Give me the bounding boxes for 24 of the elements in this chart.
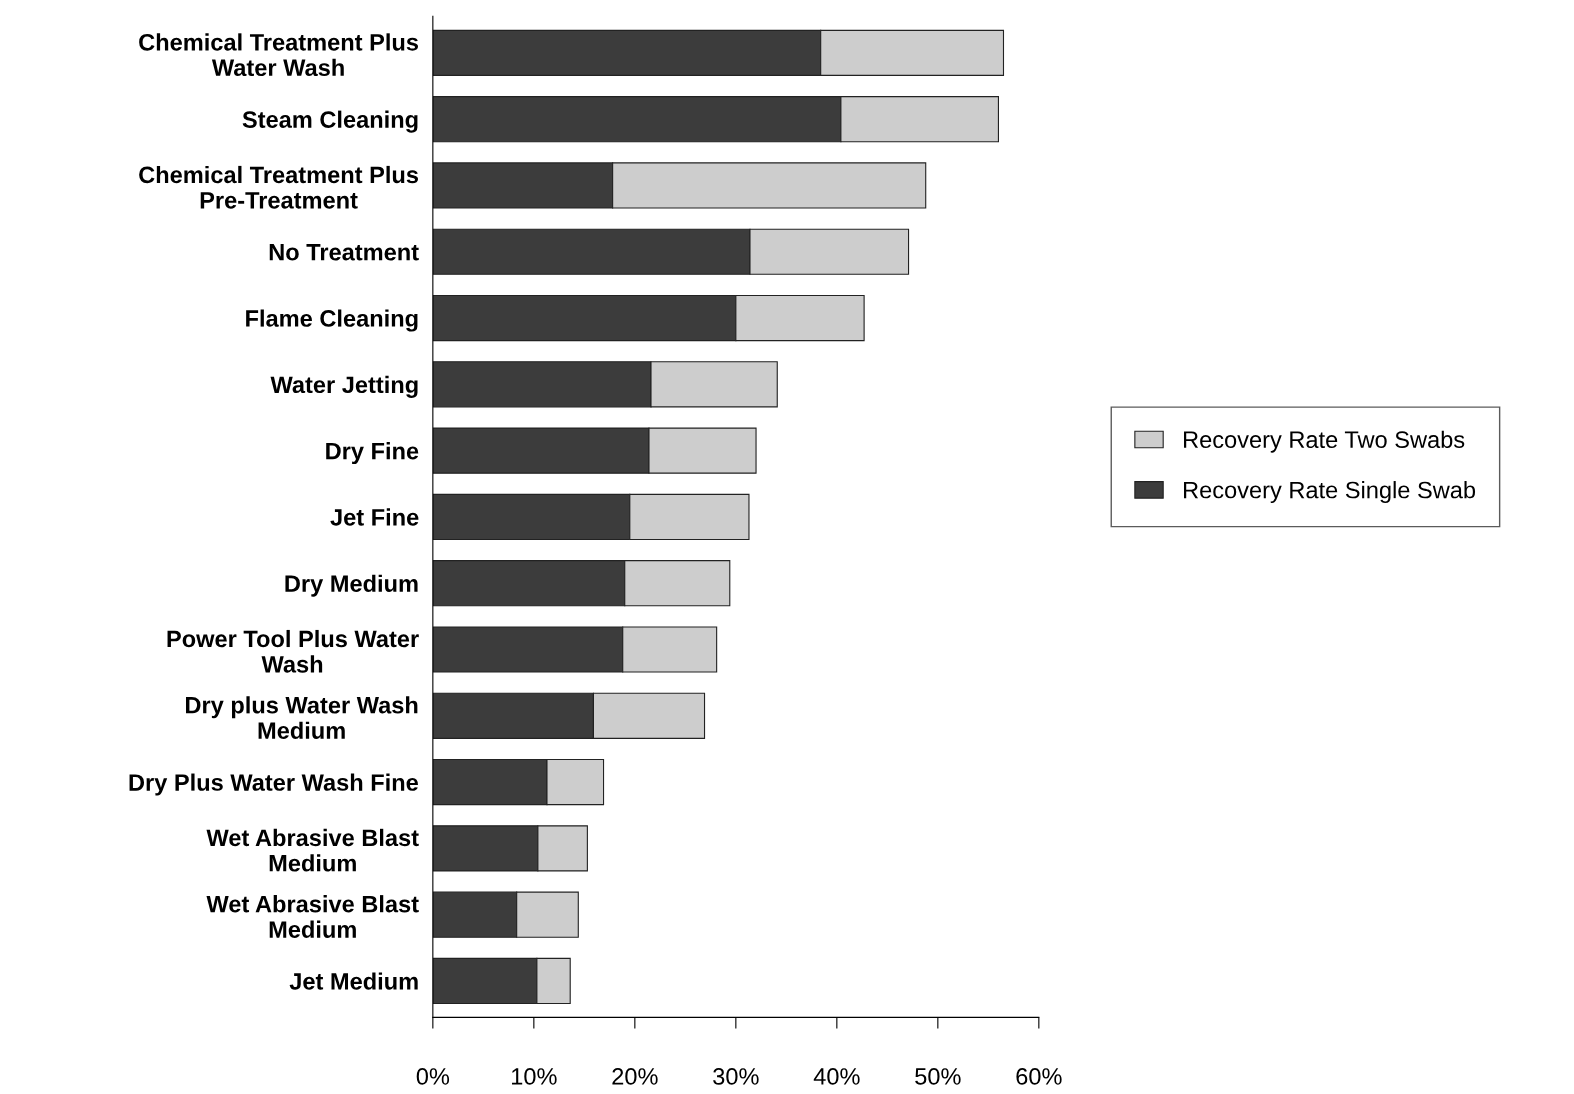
y-tick-label: Chemical Treatment Plus Water Wash bbox=[139, 33, 418, 77]
y-tick-label: Dry Fine bbox=[326, 442, 419, 465]
x-tick-label: 10% bbox=[512, 1068, 557, 1085]
y-tick-label: Chemical Treatment Plus Pre-Treatment bbox=[139, 165, 418, 209]
y-tick-label: Dry plus Water Wash Medium bbox=[186, 696, 418, 740]
y-tick-label: Dry Medium bbox=[285, 574, 418, 597]
x-tick-label: 0% bbox=[416, 1068, 450, 1085]
y-tick-label: Jet Fine bbox=[330, 508, 419, 526]
y-tick-label: Water Jetting bbox=[270, 375, 418, 398]
x-tick-label: 50% bbox=[915, 1068, 961, 1085]
x-tick-label: 20% bbox=[612, 1068, 658, 1085]
legend-label: Recovery Rate Two Swabs bbox=[1184, 430, 1465, 453]
y-tick-label: Jet Medium bbox=[289, 972, 418, 990]
x-tick-label: 60% bbox=[1016, 1068, 1062, 1085]
x-tick-label: 40% bbox=[813, 1068, 860, 1085]
y-tick-label: Dry Plus Water Wash Fine bbox=[129, 773, 418, 796]
y-tick-label: Flame Cleaning bbox=[246, 309, 418, 332]
y-tick-label: Steam Cleaning bbox=[242, 110, 418, 133]
x-tick-label: 30% bbox=[713, 1068, 759, 1085]
y-tick-label: No Treatment bbox=[269, 244, 419, 261]
y-tick-label: Wet Abrasive Blast Medium bbox=[206, 895, 419, 938]
y-tick-label: Power Tool Plus Water Wash bbox=[167, 629, 419, 673]
legend-label: Recovery Rate Single Swab bbox=[1184, 481, 1476, 504]
y-tick-label: Wet Abrasive Blast Medium bbox=[206, 828, 419, 872]
